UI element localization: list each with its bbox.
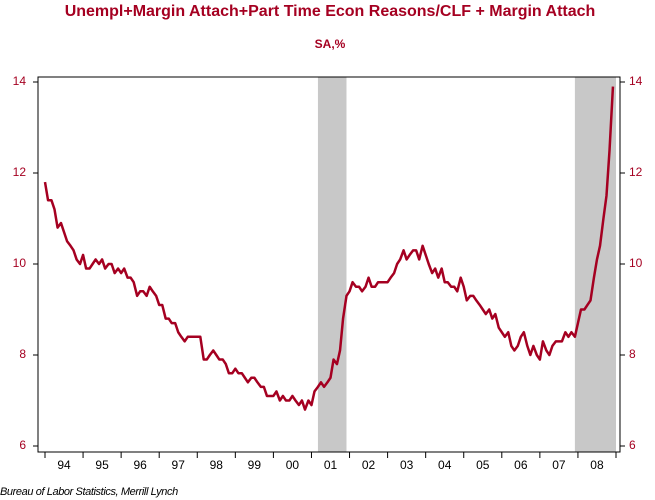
x-tick-label: 03 xyxy=(400,458,414,472)
chart-subtitle: SA,% xyxy=(315,37,346,51)
x-tick-label: 02 xyxy=(362,458,376,472)
y-tick-label: 8 xyxy=(19,347,26,361)
source-note: Bureau of Labor Statistics, Merrill Lync… xyxy=(0,486,178,498)
plot-area xyxy=(317,77,616,452)
y-tick-label: 12 xyxy=(13,165,27,179)
x-tick-label: 00 xyxy=(286,458,300,472)
x-tick-label: 98 xyxy=(210,458,224,472)
x-tick-label: 07 xyxy=(552,458,566,472)
x-tick-label: 94 xyxy=(57,458,71,472)
y2-tick-label: 12 xyxy=(629,165,643,179)
data-line xyxy=(43,86,615,411)
x-tick-label: 99 xyxy=(248,458,262,472)
x-tick-label: 04 xyxy=(438,458,452,472)
x-tick-label: 01 xyxy=(324,458,338,472)
y-tick-label: 10 xyxy=(13,256,27,270)
y-tick-label: 6 xyxy=(19,438,26,452)
x-tick-label: 96 xyxy=(133,458,147,472)
y2-tick-label: 6 xyxy=(629,438,636,452)
x-tick-label: 95 xyxy=(95,458,109,472)
y2-tick-label: 14 xyxy=(629,74,643,88)
chart-title: Unempl+Margin Attach+Part Time Econ Reas… xyxy=(65,3,596,20)
y2-tick-label: 10 xyxy=(629,256,643,270)
recession-shade xyxy=(317,77,347,452)
x-tick-label: 08 xyxy=(590,458,604,472)
y2-tick-label: 8 xyxy=(629,347,636,361)
x-tick-label: 97 xyxy=(172,458,186,472)
x-tick-label: 06 xyxy=(514,458,528,472)
x-tick-label: 05 xyxy=(476,458,490,472)
y-tick-label: 14 xyxy=(13,74,27,88)
